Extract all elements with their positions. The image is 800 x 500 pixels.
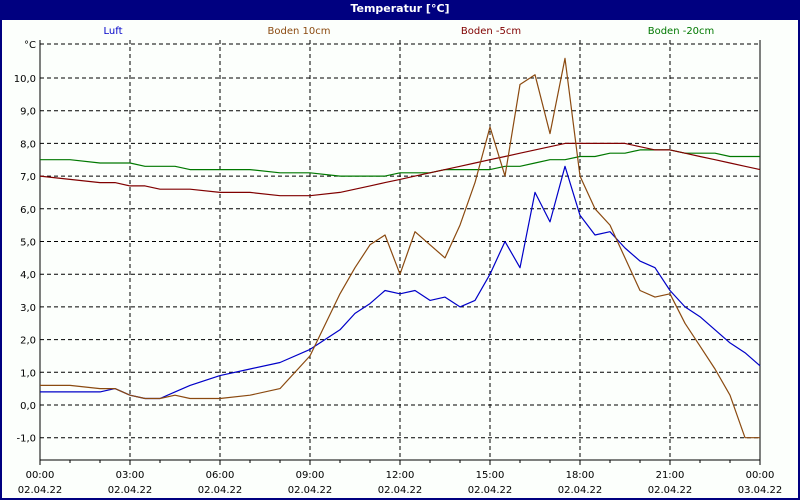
x-tick-date: 02.04.22: [288, 485, 333, 496]
x-tick-date: 02.04.22: [18, 485, 63, 496]
y-tick-label: 9,0: [20, 107, 36, 118]
series-line-luft: [40, 165, 761, 400]
legend-boden-minus5cm: Boden -5cm: [460, 26, 522, 37]
y-tick-label: 2,0: [20, 336, 36, 347]
x-tick-time: 03:00: [116, 470, 145, 481]
y-tick-label: 10,0: [14, 74, 36, 85]
x-tick-time: 15:00: [476, 470, 505, 481]
x-tick-date: 02.04.22: [378, 485, 423, 496]
x-tick-date: 02.04.22: [558, 485, 603, 496]
series-line-boden-5cm: [39, 142, 761, 197]
y-tick-label: 5,0: [20, 238, 36, 249]
y-tick-label: 4,0: [20, 270, 36, 281]
legend-luft: Luft: [103, 26, 123, 37]
y-tick-label: 3,0: [20, 303, 36, 314]
x-tick-time: 00:00: [26, 470, 55, 481]
x-tick-date: 02.04.22: [648, 485, 693, 496]
y-unit-label: °C: [24, 40, 36, 51]
x-tick-date: 02.04.22: [468, 485, 513, 496]
x-tick-time: 06:00: [206, 470, 235, 481]
x-tick-time: 09:00: [296, 470, 325, 481]
x-tick-time: 12:00: [386, 470, 415, 481]
x-tick-time: 21:00: [656, 470, 685, 481]
x-tick-date: 02.04.22: [198, 485, 243, 496]
window-title: Temperatur [°C]: [350, 2, 450, 15]
x-tick-date: 02.04.22: [108, 485, 153, 496]
series-line-boden-10cm: [40, 57, 760, 439]
legend-boden-minus20cm: Boden -20cm: [647, 26, 715, 37]
y-tick-label: -1,0: [16, 434, 36, 445]
y-tick-label: 8,0: [20, 139, 36, 150]
y-tick-label: 1,0: [20, 368, 36, 379]
x-tick-time: 18:00: [566, 470, 595, 481]
legend-boden-10cm: Boden 10cm: [267, 26, 331, 37]
y-tick-label: 7,0: [20, 172, 36, 183]
x-tick-date: 03.04.22: [738, 485, 783, 496]
y-tick-label: 0,0: [20, 401, 36, 412]
x-tick-time: 00:00: [746, 470, 775, 481]
y-tick-label: 6,0: [20, 205, 36, 216]
